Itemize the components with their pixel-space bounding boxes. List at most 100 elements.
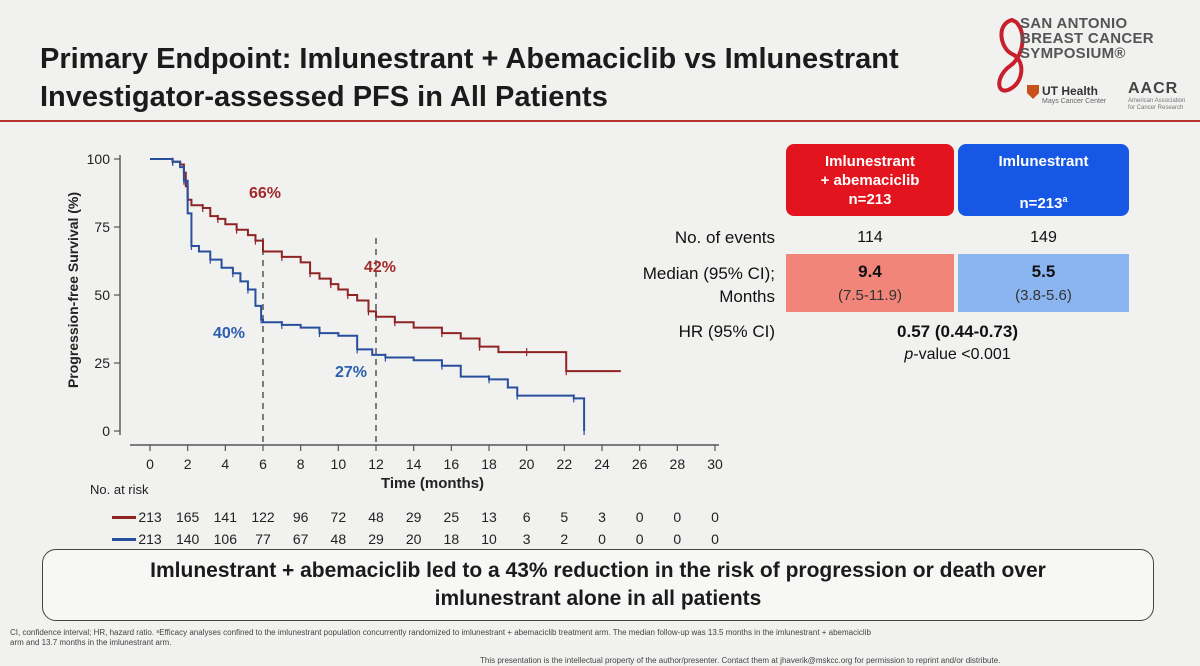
sabcs-wordmark: SAN ANTONIO BREAST CANCER SYMPOSIUM® [1020,16,1154,61]
landmark-label-blue: 40% [213,325,245,342]
risk-count-red: 25 [443,509,460,525]
risk-count-blue: 140 [175,531,200,547]
uthealth-sub: Mays Cancer Center [1042,98,1107,105]
risk-count-red: 141 [213,509,237,525]
header-mono-arm: Imlunestrant n=213a [958,144,1129,216]
footnote-line-1: CI, confidence interval; HR, hazard rati… [10,628,871,637]
risk-legend-blue [112,538,136,541]
hr-value: 0.57 (0.44-0.73) [897,322,1018,341]
ut-icon [1027,85,1039,99]
ribbon-icon [997,17,1025,93]
header-combo-l2: + abemaciclib [820,172,920,189]
median-mono: 5.5 [1031,262,1056,281]
slide-title: Primary Endpoint: Imlunestrant + Abemaci… [40,40,899,116]
risk-count-red: 213 [138,509,162,525]
risk-count-red: 13 [481,509,497,525]
risk-count-red: 0 [711,509,719,525]
y-tick-label: 75 [94,219,110,235]
events-mono: 149 [1030,229,1057,246]
sabcs-line-2: BREAST CANCER [1020,30,1154,47]
p-italic: p [904,346,914,363]
p-rest: -value <0.001 [913,346,1011,363]
y-tick-label: 50 [94,287,110,303]
median-mono-cell [958,254,1129,312]
risk-count-blue: 213 [138,531,162,547]
conclusion-line-1: Imlunestrant + abemaciclib led to a 43% … [150,559,1046,582]
footnote-marker: a [1062,194,1068,204]
x-tick-label: 10 [331,456,347,472]
conclusion-line-2: imlunestrant alone in all patients [434,587,762,610]
risk-count-red: 29 [405,509,422,525]
risk-legend-red [112,516,136,519]
title-divider [0,120,1200,122]
risk-count-blue: 0 [598,531,606,547]
title-line-2: Investigator-assessed PFS in All Patient… [40,81,608,113]
row-median-label-1: Median (95% CI); [642,264,775,283]
copyright-note: This presentation is the intellectual pr… [480,656,1001,665]
aacr-logo: AACR [1128,80,1179,97]
risk-count-blue: 20 [405,531,422,547]
risk-count-blue: 10 [481,531,497,547]
risk-count-blue: 0 [635,531,644,547]
x-tick-label: 16 [444,456,460,472]
risk-count-blue: 18 [443,531,460,547]
x-tick-label: 30 [707,456,723,472]
header-combo-l3: n=213 [848,191,892,208]
x-tick-label: 0 [146,456,154,472]
risk-table-label: No. at risk [90,482,149,497]
risk-count-red: 6 [522,509,531,525]
x-tick-label: 12 [368,456,384,472]
x-axis-title: Time (months) [381,475,484,492]
y-axis-title: Progression-free Survival (%) [65,192,81,388]
risk-count-blue: 48 [330,531,347,547]
header-mono-l3: n=213a [958,190,1129,213]
row-hr-label: HR (95% CI) [678,322,775,341]
header-combo-l1: Imlunestrant [824,153,915,170]
risk-count-blue: 29 [368,531,384,547]
risk-count-red: 0 [673,509,682,525]
x-tick-label: 20 [519,456,535,472]
title-line-1: Primary Endpoint: Imlunestrant + Abemaci… [40,43,899,75]
conclusion-box: Imlunestrant + abemaciclib led to a 43% … [42,549,1154,621]
landmark-label-red: 66% [249,185,281,202]
events-combo: 114 [857,229,883,246]
risk-count-red: 3 [598,509,606,525]
y-tick-label: 25 [94,355,110,371]
landmark-label-red: 42% [364,259,396,276]
median-combo: 9.4 [858,262,882,281]
x-tick-label: 26 [632,456,648,472]
risk-count-red: 48 [368,509,384,525]
row-median-label-2: Months [719,287,775,306]
ci-mono: (3.8-5.6) [1015,287,1072,304]
uthealth-logo: UT Health [1042,84,1099,98]
sabcs-logo: SAN ANTONIO BREAST CANCER SYMPOSIUM® UT … [990,14,1195,114]
header-mono-n: n=213 [1019,195,1063,212]
footnote-line-2: arm and 13.7 months in the imlunestrant … [10,638,172,647]
landmark-label-blue: 27% [335,364,367,381]
x-tick-label: 22 [557,456,573,472]
risk-count-blue: 0 [673,531,682,547]
row-median-label: Median (95% CI); Months [560,262,775,308]
header-combo-arm: Imlunestrant + abemaciclib n=213 [786,144,954,216]
risk-count-blue: 106 [213,531,237,547]
x-tick-label: 24 [594,456,610,472]
x-tick-label: 4 [221,456,229,472]
risk-count-blue: 3 [522,531,531,547]
risk-count-red: 165 [175,509,200,525]
x-tick-label: 14 [406,456,422,472]
km-curve-monotherapy [150,158,586,431]
risk-count-blue: 67 [292,531,309,547]
x-tick-label: 8 [297,456,305,472]
aacr-sub: American Association for Cancer Research [1128,98,1186,111]
footnote: CI, confidence interval; HR, hazard rati… [10,628,1190,648]
risk-count-red: 72 [330,509,347,525]
risk-count-blue: 0 [711,531,719,547]
risk-count-blue: 77 [255,531,271,547]
y-tick-label: 100 [87,151,111,167]
row-events-label: No. of events [674,228,775,247]
ci-combo: (7.5-11.9) [838,287,902,304]
p-value: p-value <0.001 [786,346,1129,364]
risk-count-blue: 2 [560,531,569,547]
x-tick-label: 18 [481,456,497,472]
x-tick-label: 6 [259,456,267,472]
